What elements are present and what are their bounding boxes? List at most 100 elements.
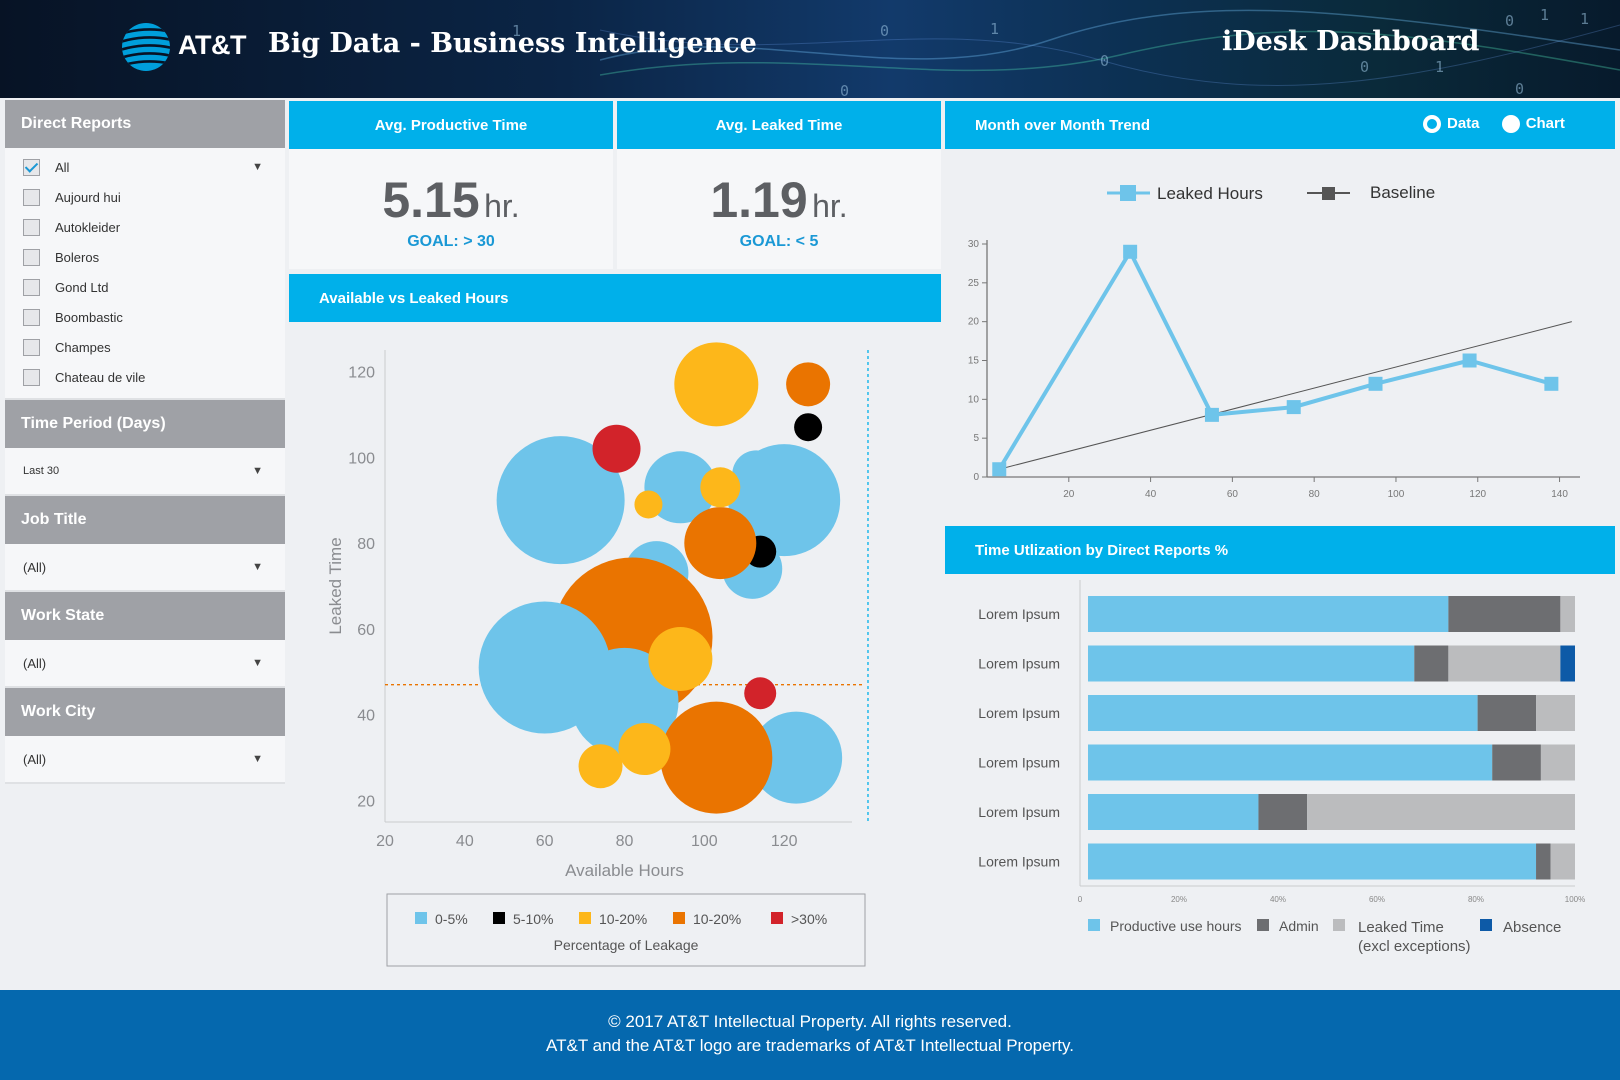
y-tick-label: 25 [968,278,980,289]
header-banner: 1 0 1 0 0 1 1 0 1 0 0 AT&T Big Data - Bu… [0,0,1620,98]
leaked-hours-point [992,462,1007,477]
baseline-series-line [999,321,1572,470]
y-tick-label: 15 [968,356,980,367]
bar-category-label: Lorem Ipsum [978,705,1060,721]
x-tick-label: 20% [1171,895,1187,904]
direct-report-item[interactable]: Boleros [5,242,285,272]
chevron-down-icon[interactable]: ▼ [252,465,263,477]
x-tick-label: 60% [1369,895,1385,904]
header-digit: 0 [1505,12,1515,30]
brand-name: AT&T [178,30,246,60]
work-city-select[interactable]: (All) ▼ [5,736,285,784]
chart-radio-label: Chart [1525,115,1565,132]
job-title-select[interactable]: (All) ▼ [5,544,285,592]
bar-segment [1536,695,1575,731]
chevron-down-icon[interactable]: ▼ [252,161,263,173]
time-period-select[interactable]: Last 30 ▼ [5,448,285,496]
legend-swatch [1257,919,1269,931]
bubble-point [648,626,713,691]
direct-report-item[interactable]: Champes [5,332,285,362]
bar-segment [1550,843,1575,880]
trend-chart: 0 5 10 15 20 25 30 20 40 60 80 100 120 140 Leaked Hour… [968,183,1580,500]
x-tick-label: 40 [456,833,474,850]
header-digit: 1 [512,22,522,40]
legend-swatch [1480,919,1492,931]
x-tick-label: 80 [616,833,634,850]
header-digit: 0 [1360,58,1370,76]
leaked-time-value: 1.19 [710,172,808,228]
work-city-dropdown[interactable]: (All) ▼ [5,736,285,782]
header-digit: 1 [990,20,1000,38]
direct-report-item[interactable]: Gond Ltd [5,272,285,302]
checkbox[interactable] [23,368,40,386]
legend-label: >30% [791,911,827,927]
x-tick-label: 60 [1227,489,1239,500]
checkbox[interactable] [23,278,40,296]
work-state-header: Work State [5,592,285,640]
checkbox-checked[interactable] [23,158,40,176]
leaked-time-card: 1.19 hr. GOAL: < 5 [617,149,941,269]
bar-segment [1560,596,1575,632]
header-decoration [600,9,1620,86]
bubble-point [750,711,843,804]
work-state-select[interactable]: (All) ▼ [5,640,285,688]
work-state-value: (All) [23,655,47,671]
bubble-point [684,507,757,580]
legend-swatch [493,912,505,924]
trend-toggle: Data Chart [1423,115,1565,134]
bubble-point [786,362,831,407]
leaked-hours-point [1462,353,1477,368]
x-tick-label: 100 [691,833,718,850]
checkbox[interactable] [23,338,40,356]
y-tick-label: 120 [348,364,375,381]
bubble-point [496,436,625,565]
legend-label: 0-5% [435,911,468,927]
job-title-dropdown[interactable]: (All) ▼ [5,544,285,590]
legend-swatch [579,912,591,924]
legend-swatch [1088,919,1100,931]
chart-radio[interactable]: Chart [1501,115,1565,134]
x-tick-label: 20 [376,833,394,850]
leaked-hours-point [1368,376,1383,391]
productive-time-goal: GOAL: > 30 [407,233,495,250]
work-state-dropdown[interactable]: (All) ▼ [5,640,285,686]
chevron-down-icon[interactable]: ▼ [252,753,263,765]
checkbox[interactable] [23,248,40,266]
data-radio[interactable]: Data [1423,115,1480,134]
header-digit: 0 [1100,52,1110,70]
trend-title: Month over Month Trend [975,116,1150,134]
direct-report-item[interactable]: Autokleider [5,212,285,242]
direct-report-item[interactable]: Aujourd hui [5,182,285,212]
checkbox[interactable] [23,218,40,236]
direct-report-item[interactable]: All ▼ [5,152,285,182]
radio-icon[interactable] [1501,115,1520,134]
x-axis-label: Available Hours [565,861,684,880]
checkbox[interactable] [23,308,40,326]
work-city-value: (All) [23,751,47,767]
direct-reports-list: All ▼ Aujourd hui Autokleider Boleros Go… [5,148,285,400]
direct-report-label: Boombastic [55,309,123,325]
direct-report-item[interactable]: Chateau de vile [5,362,285,392]
chevron-down-icon[interactable]: ▼ [252,657,263,669]
x-tick-label: 0 [1078,895,1083,904]
direct-report-label: Chateau de vile [55,369,146,385]
legend-label: Baseline [1370,183,1435,202]
header-digit: 0 [840,82,850,98]
direct-report-item[interactable]: Boombastic [5,302,285,332]
bar-segment [1560,645,1575,682]
leaked-hours-point [1204,407,1219,422]
x-tick-label: 120 [1469,489,1486,500]
header-digit: 0 [880,22,890,40]
footer: © 2017 AT&T Intellectual Property. All r… [0,990,1620,1080]
direct-report-label: Gond Ltd [55,279,109,295]
time-period-dropdown[interactable]: Last 30 ▼ [5,448,285,494]
chevron-down-icon[interactable]: ▼ [252,561,263,573]
radio-selected-icon[interactable] [1423,115,1441,134]
legend-title: Percentage of Leakage [554,937,699,953]
job-title-value: (All) [23,559,47,575]
checkbox[interactable] [23,188,40,206]
productive-time-value: 5.15 [382,172,480,228]
bar-category-label: Lorem Ipsum [978,755,1060,771]
bubble-point [744,677,777,710]
bubble-point [700,467,741,508]
